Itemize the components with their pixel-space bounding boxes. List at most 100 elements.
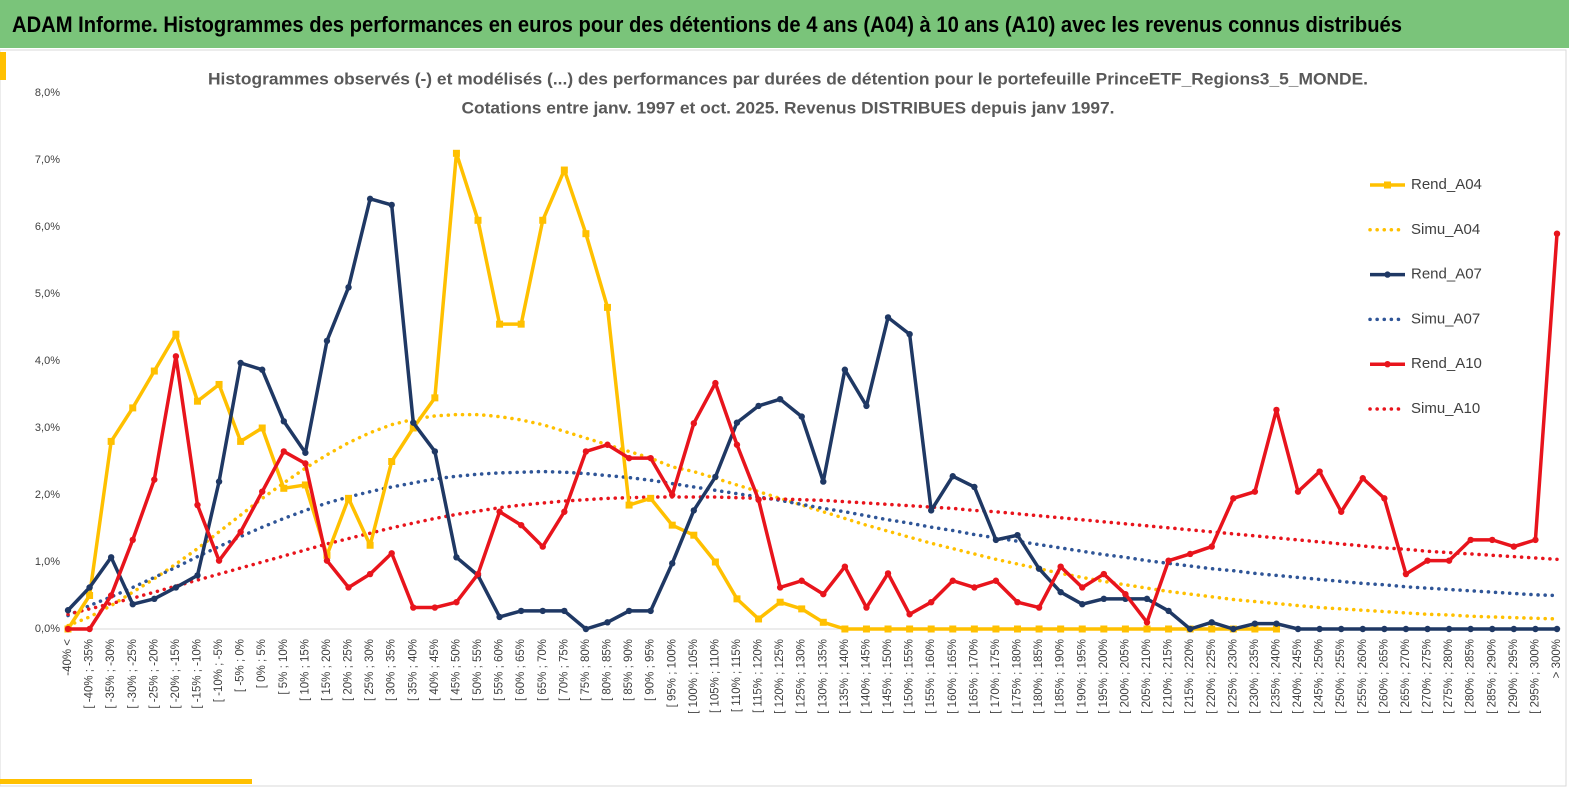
- y-tick-label: 1,0%: [35, 556, 60, 568]
- x-tick-label: [ -20% ; -15%: [170, 639, 182, 709]
- x-tick-label: [ 150% ; 155%: [904, 639, 916, 714]
- point: [237, 437, 245, 445]
- x-tick-label: [ 45% ; 50%: [450, 639, 462, 701]
- x-tick-label: [ 120% ; 125%: [774, 639, 786, 714]
- point: [970, 625, 978, 633]
- x-tick-label: [ -30% ; -25%: [127, 639, 139, 709]
- x-tick-label: [ 165% ; 170%: [968, 639, 980, 714]
- point: [410, 604, 417, 611]
- x-tick-label: [ 110% ; 115%: [731, 639, 743, 712]
- legend-marker: [1384, 361, 1391, 368]
- point: [1553, 625, 1561, 633]
- point: [64, 607, 72, 614]
- x-tick-label: [ 115% ; 120%: [753, 639, 765, 713]
- point: [1230, 495, 1237, 502]
- point: [992, 625, 1000, 633]
- point: [1230, 625, 1237, 633]
- point: [237, 359, 244, 367]
- point: [323, 557, 331, 564]
- point: [603, 303, 611, 311]
- point: [884, 314, 892, 321]
- x-tick-label: [ 270% ; 275%: [1422, 639, 1434, 714]
- x-tick-label: [ 230% ; 235%: [1249, 639, 1261, 714]
- x-tick-label: [ 295% ; 300%: [1529, 639, 1541, 714]
- point: [345, 584, 352, 591]
- point: [712, 473, 719, 481]
- x-tick-label: [ 160% ; 165%: [947, 639, 959, 714]
- point: [129, 601, 136, 608]
- point: [151, 595, 158, 603]
- point: [992, 577, 1000, 584]
- y-tick-label: 2,0%: [35, 489, 60, 501]
- point: [841, 625, 849, 633]
- point: [1532, 536, 1539, 544]
- point: [1057, 563, 1064, 570]
- point: [172, 330, 180, 338]
- point: [884, 625, 892, 633]
- point: [1121, 625, 1129, 633]
- point: [776, 395, 784, 403]
- legend-label: Rend_A10: [1411, 355, 1482, 372]
- point: [625, 501, 633, 509]
- x-tick-label: [ 60% ; 65%: [515, 639, 527, 701]
- x-tick-label: [ 95% ; 100%: [666, 639, 678, 707]
- point: [302, 460, 309, 467]
- x-tick-label: [ 280% ; 285%: [1465, 639, 1477, 714]
- point: [1079, 601, 1086, 608]
- point: [453, 554, 460, 561]
- y-tick-label: 7,0%: [35, 154, 60, 166]
- x-tick-label: [ 80% ; 85%: [602, 639, 614, 701]
- point: [258, 424, 266, 432]
- x-tick-label: [ 20% ; 25%: [343, 639, 355, 701]
- point: [107, 592, 115, 599]
- point: [517, 320, 525, 328]
- point: [712, 379, 719, 387]
- point: [690, 420, 698, 427]
- point: [690, 507, 698, 514]
- point: [1489, 536, 1496, 544]
- point: [388, 550, 395, 557]
- observed-line: [68, 233, 1559, 631]
- y-tick-label: 0,0%: [35, 623, 60, 635]
- x-tick-label: [ -10% ; -5%: [213, 639, 225, 702]
- point: [1445, 625, 1453, 633]
- x-tick-label: [ 0% ; 5%: [256, 639, 268, 688]
- point: [669, 491, 676, 499]
- point: [1510, 543, 1518, 550]
- point: [1035, 625, 1043, 633]
- point: [1165, 607, 1172, 615]
- point: [1467, 536, 1474, 544]
- x-tick-label: [ 245% ; 250%: [1314, 639, 1326, 714]
- point: [345, 494, 353, 502]
- point: [86, 584, 93, 591]
- point: [1316, 625, 1323, 633]
- point: [193, 397, 201, 405]
- point: [388, 458, 396, 465]
- point: [107, 554, 115, 561]
- x-tick-label: [ 185% ; 190%: [1055, 639, 1067, 714]
- point: [992, 536, 1000, 544]
- point: [604, 441, 611, 448]
- x-tick-label: [ 190% ; 195%: [1076, 639, 1088, 714]
- point: [625, 607, 633, 615]
- point: [496, 613, 503, 621]
- point: [582, 230, 590, 238]
- x-tick-label: [ -25% ; -20%: [148, 639, 160, 709]
- x-tick-label: [ 125% ; 130%: [796, 639, 808, 714]
- banner: [0, 0, 1569, 48]
- point: [1359, 625, 1366, 633]
- point: [1251, 488, 1259, 495]
- point: [1143, 625, 1151, 633]
- point: [129, 404, 137, 412]
- point: [64, 625, 72, 633]
- point: [755, 615, 763, 623]
- point: [1035, 604, 1043, 611]
- x-tick-label: [ 175% ; 180%: [1012, 639, 1024, 714]
- point: [539, 543, 546, 550]
- point: [927, 599, 935, 606]
- legend-label: Rend_A07: [1411, 266, 1482, 283]
- y-tick-label: 5,0%: [35, 288, 60, 300]
- point: [733, 441, 741, 448]
- point: [345, 284, 352, 291]
